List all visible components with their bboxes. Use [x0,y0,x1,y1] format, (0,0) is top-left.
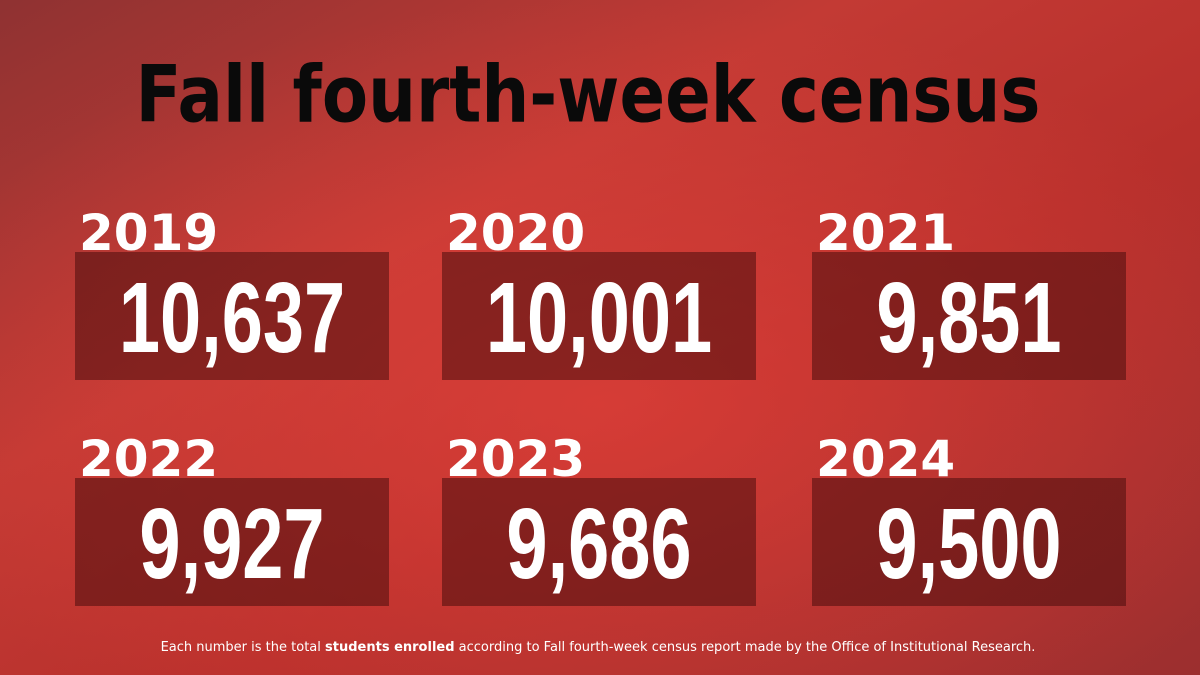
card-box [442,252,756,380]
card-box [812,252,1126,380]
card-year: 2024 [816,430,955,488]
card-box [442,478,756,606]
footnote: Each number is the total students enroll… [161,640,1036,655]
card-year: 2019 [79,204,218,262]
title: Fall fourth-week census [136,50,1041,140]
card-count: 10,001 [486,261,712,374]
card-count: 9,500 [876,487,1061,600]
card-box [75,252,389,380]
card-count: 9,851 [876,261,1061,374]
card-year: 2023 [446,430,585,488]
card-count: 9,927 [139,487,324,600]
card-box [812,478,1126,606]
card-grid: 201910,637202010,00120219,85120229,92720… [75,204,1126,606]
footnote-text: according to Fall fourth-week census rep… [455,640,1036,655]
footnote-bold: students enrolled [325,640,455,655]
card-year: 2020 [446,204,585,262]
card-year: 2021 [816,204,955,262]
card-year: 2022 [79,430,218,488]
card-count: 9,686 [506,487,691,600]
footnote-text: Each number is the total [161,640,325,655]
card-count: 10,637 [119,261,345,374]
card-box [75,478,389,606]
